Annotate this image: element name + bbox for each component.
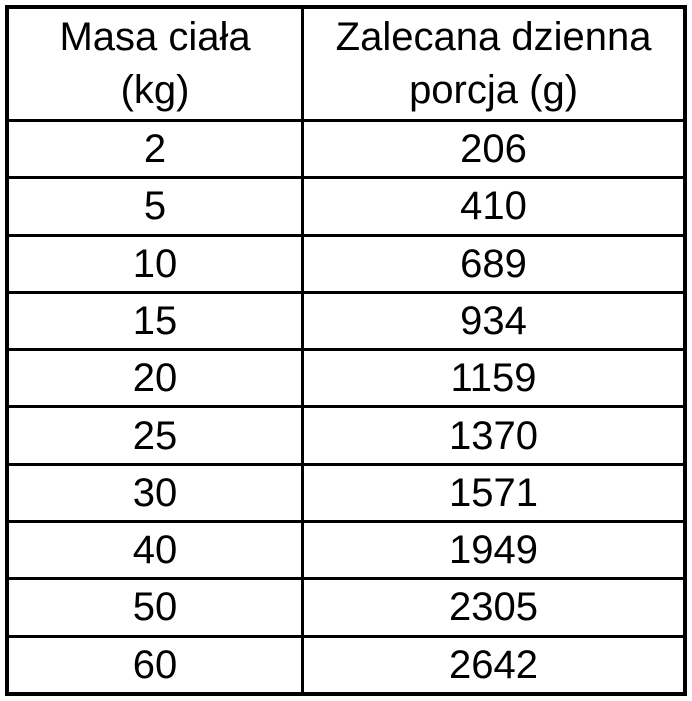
- header-cell-body-mass: Masa ciała (kg): [5, 5, 305, 122]
- cell-portion: 410: [301, 176, 687, 237]
- cell-portion: 1949: [301, 519, 687, 581]
- header-row: Masa ciała (kg) Zalecana dzienna porcja …: [5, 5, 687, 122]
- cell-portion: 1370: [301, 405, 687, 466]
- header-daily-portion-unit: porcja (g): [409, 68, 579, 112]
- cell-weight: 2: [5, 118, 305, 180]
- cell-portion: 2305: [301, 577, 687, 638]
- table-row: 10 689: [5, 233, 687, 294]
- header-body-mass-label: Masa ciała: [59, 15, 251, 60]
- table-row: 20 1159: [5, 348, 687, 409]
- cell-weight: 10: [5, 233, 305, 294]
- cell-weight: 25: [5, 405, 305, 466]
- table-body: 2 206 5 410 10 689 15 934 20 1159 25 1370 30 1571 40 19…: [5, 118, 687, 696]
- cell-weight: 50: [5, 577, 305, 638]
- table-row: 30 1571: [5, 462, 687, 523]
- cell-portion: 934: [301, 290, 687, 352]
- cell-weight: 5: [5, 176, 305, 237]
- cell-weight: 15: [5, 290, 305, 352]
- table-row: 40 1949: [5, 519, 687, 581]
- header-body-mass-unit: (kg): [120, 68, 190, 112]
- table-row: 15 934: [5, 290, 687, 352]
- cell-portion: 2642: [301, 634, 687, 696]
- feeding-portion-table: Masa ciała (kg) Zalecana dzienna porcja …: [5, 5, 687, 696]
- cell-weight: 30: [5, 462, 305, 523]
- header-daily-portion-label: Zalecana dzienna: [335, 15, 652, 60]
- cell-weight: 60: [5, 634, 305, 696]
- cell-portion: 1571: [301, 462, 687, 523]
- table-row: 2 206: [5, 118, 687, 180]
- table-row: 5 410: [5, 176, 687, 237]
- table-row: 25 1370: [5, 405, 687, 466]
- header-cell-daily-portion: Zalecana dzienna porcja (g): [301, 5, 687, 122]
- cell-portion: 206: [301, 118, 687, 180]
- cell-weight: 20: [5, 348, 305, 409]
- cell-weight: 40: [5, 519, 305, 581]
- table-row: 60 2642: [5, 634, 687, 696]
- cell-portion: 1159: [301, 348, 687, 409]
- table-row: 50 2305: [5, 577, 687, 638]
- cell-portion: 689: [301, 233, 687, 294]
